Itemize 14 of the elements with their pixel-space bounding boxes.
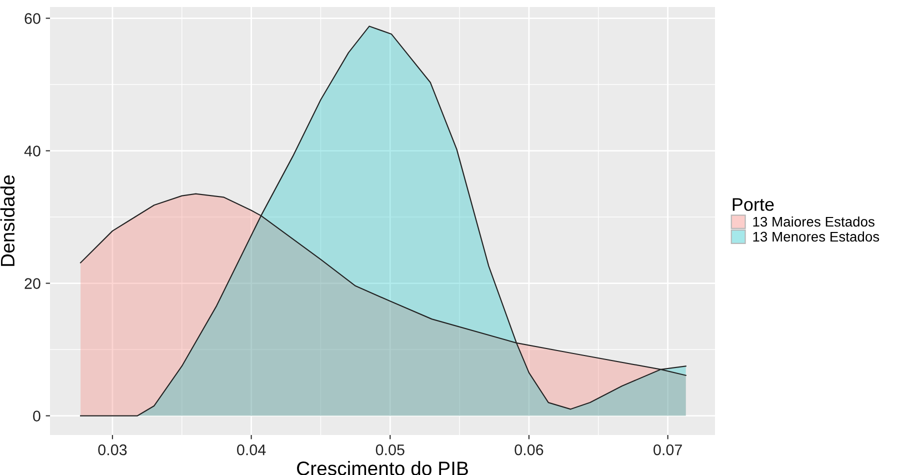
legend-title: Porte: [732, 198, 774, 211]
x-tick-label: 0.03: [98, 444, 127, 456]
legend-label: 13 Maiores Estados: [753, 216, 874, 227]
y-tick-label: 60: [24, 13, 40, 24]
x-tick-label: 0.06: [514, 444, 544, 456]
x-tick-label: 0.04: [237, 444, 266, 456]
x-tick-label: 0.05: [376, 444, 404, 456]
y-tick-label: 0: [33, 410, 40, 422]
y-tick-label: 20: [24, 278, 40, 289]
x-tick-label: 0.07: [654, 444, 682, 456]
x-axis-title: Crescimento do PIB: [297, 461, 468, 475]
legend-label: 13 Menores Estados: [753, 231, 880, 242]
y-axis-title: Densidade: [0, 175, 15, 266]
y-tick-label: 40: [24, 146, 40, 156]
